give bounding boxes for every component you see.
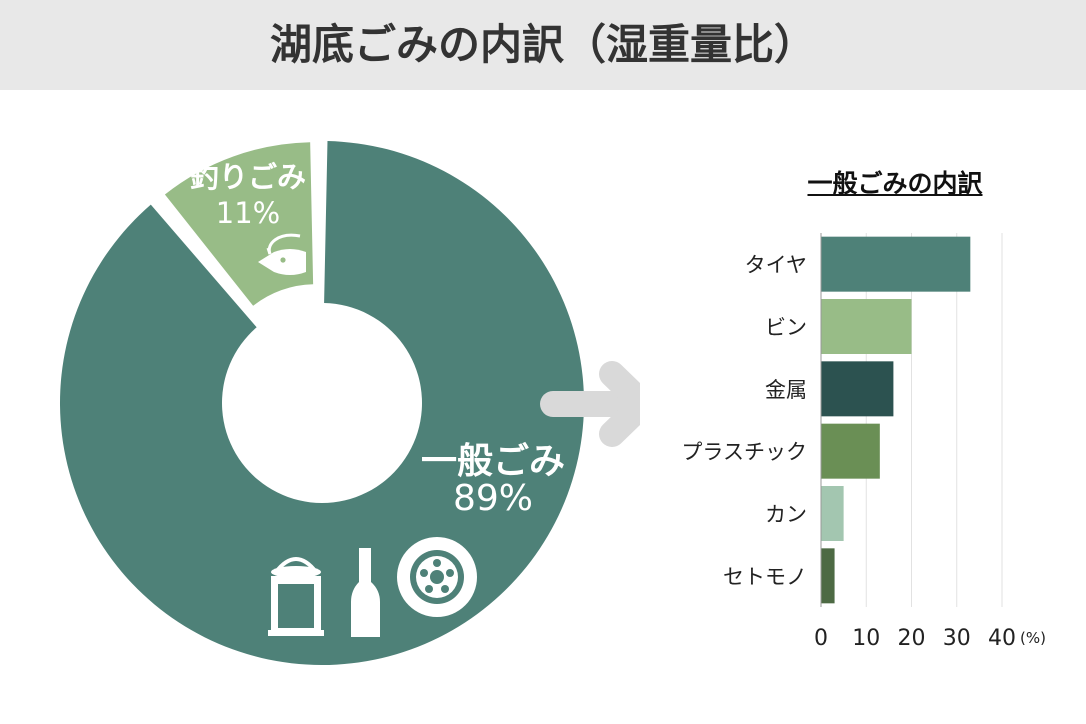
donut-slice-general-waste [59,141,584,666]
donut-chart [59,141,640,666]
bottle-icon [351,548,380,637]
bar-chart-title: 一般ごみの内訳 [807,169,983,198]
tire-icon [397,537,477,617]
general-waste-percent: 89% [452,478,533,519]
arrow-icon [540,361,640,447]
category-label: カン [765,503,807,527]
fishing-waste-label: 釣りごみ [189,160,306,194]
fish-on-hook-icon [258,233,306,275]
bar-6 [821,548,835,604]
category-label: ビン [765,316,807,340]
x-tick-label: 40 [988,626,1016,651]
category-label: セトモノ [723,565,807,589]
bar-1 [821,236,971,292]
x-tick-label: 10 [852,626,880,651]
x-tick-label: 0 [814,626,828,651]
x-tick-label: 30 [943,626,971,651]
title-bar: 湖底ごみの内訳（湿重量比） [0,0,1086,90]
bar-3 [821,361,894,417]
x-unit-label: (%) [1020,629,1046,647]
general-waste-label: 一般ごみ [420,441,565,482]
bar-2 [821,299,912,354]
category-label: 金属 [765,378,807,402]
page-title: 湖底ごみの内訳（湿重量比） [269,20,816,69]
fishing-waste-percent: 11% [215,196,281,230]
bar-4 [821,423,880,479]
paint-can-icon [268,557,324,636]
bar-5 [821,486,844,541]
x-tick-label: 20 [898,626,926,651]
category-label: プラスチック [681,440,807,464]
category-label: タイヤ [745,253,807,277]
